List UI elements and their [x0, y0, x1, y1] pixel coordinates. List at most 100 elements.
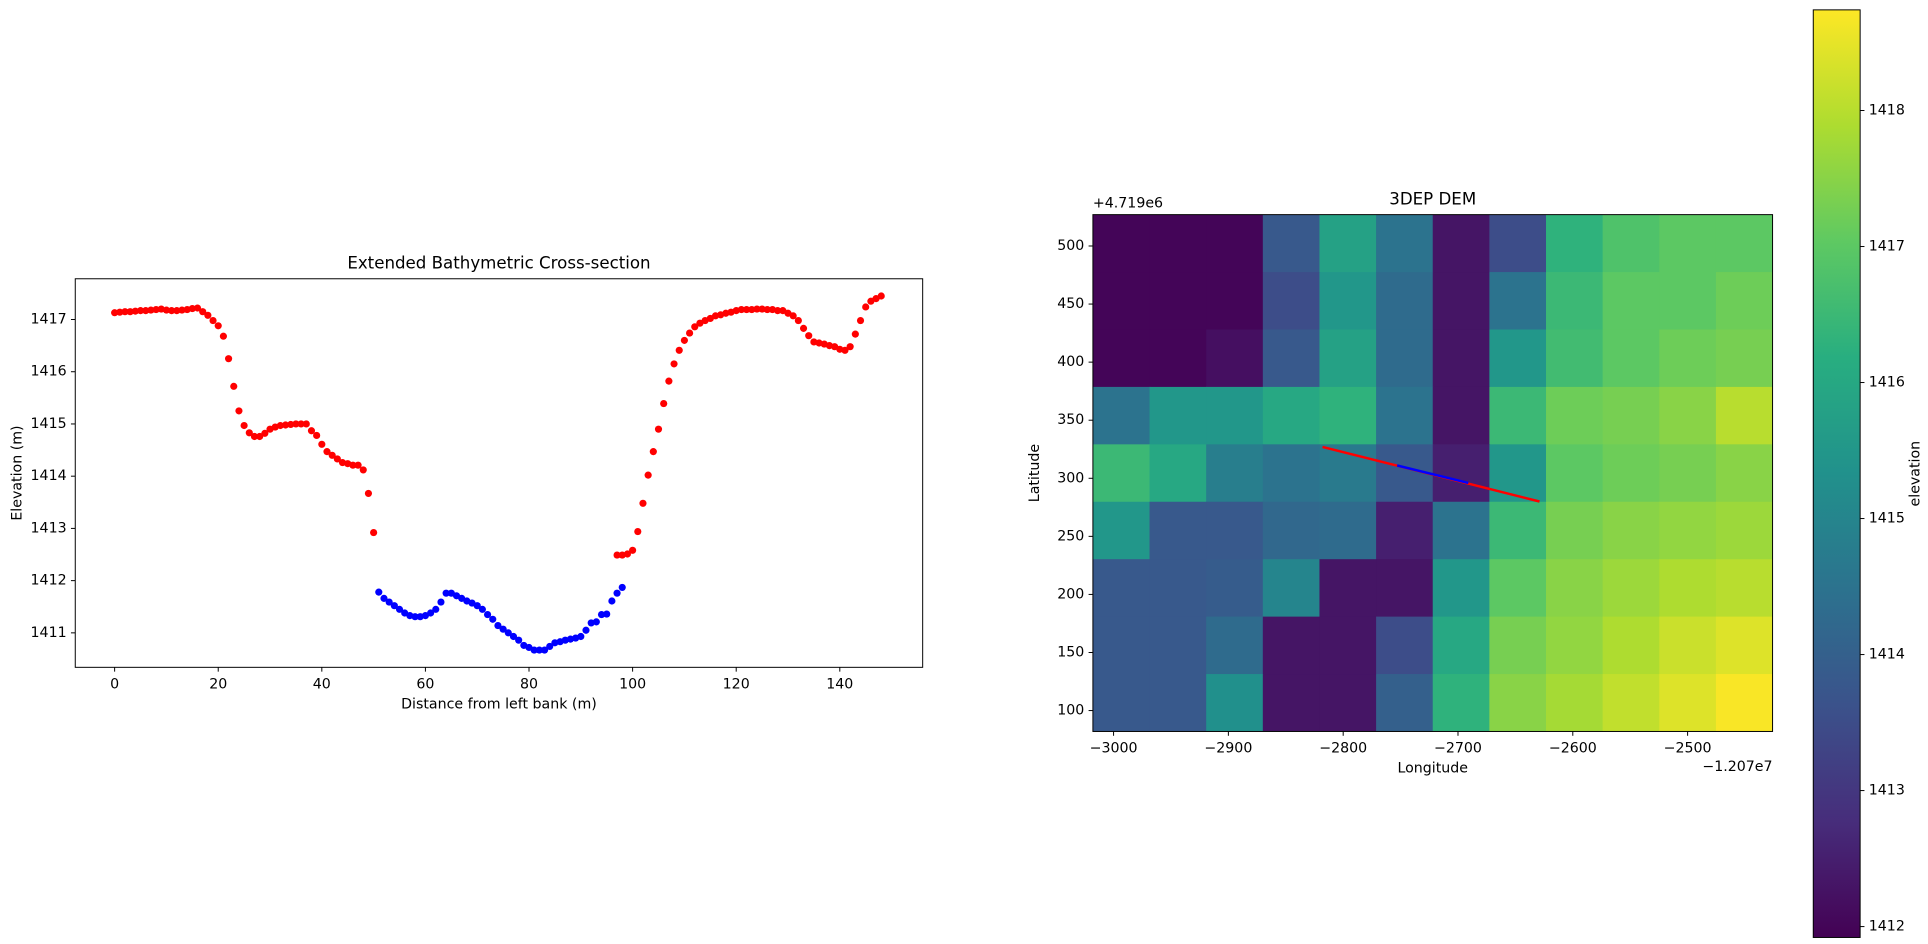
data-point: [618, 583, 626, 591]
heatmap-cell: [1659, 272, 1717, 331]
heatmap-cell: [1546, 386, 1604, 446]
heatmap-cell: [1149, 559, 1207, 618]
heatmap-cell: [1602, 501, 1661, 560]
data-point: [230, 382, 238, 390]
data-point: [489, 615, 497, 623]
x-tick-label: 120: [723, 677, 750, 693]
heatmap-cell: [1546, 272, 1604, 331]
x-tick-label: −2500: [1664, 741, 1712, 757]
heatmap-cell: [1092, 616, 1151, 675]
colorbar-tick-label: 1416: [1869, 375, 1905, 391]
data-point: [774, 307, 782, 315]
data-point: [644, 471, 652, 479]
data-point: [748, 306, 756, 314]
data-point: [597, 611, 606, 619]
heatmap-cell: [1376, 214, 1434, 273]
data-point: [841, 346, 849, 354]
heatmap-cell: [1659, 444, 1717, 503]
data-point: [608, 597, 616, 605]
data-point: [354, 461, 362, 469]
y-tick-label: 1412: [31, 573, 67, 589]
heatmap-cell: [1319, 501, 1377, 560]
data-point: [111, 309, 119, 317]
data-point: [675, 346, 683, 354]
heatmap-cell: [1546, 674, 1604, 732]
data-point: [307, 427, 316, 435]
heatmap-cell: [1092, 501, 1151, 560]
x-tick-label: 140: [826, 677, 853, 693]
data-point: [737, 306, 745, 314]
data-point: [297, 420, 305, 428]
heatmap-cell: [1319, 616, 1377, 675]
heatmap-cell: [1432, 501, 1491, 560]
heatmap-cell: [1092, 329, 1151, 388]
data-point: [193, 304, 202, 312]
heatmap-cell: [1489, 559, 1547, 618]
x-tick-label: 20: [209, 677, 227, 693]
heatmap-cell: [1715, 329, 1773, 388]
data-point: [856, 316, 865, 325]
heatmap-cell: [1092, 272, 1151, 331]
colorbar: [1813, 9, 1861, 938]
data-point: [680, 336, 688, 344]
data-point: [188, 304, 196, 313]
heatmap-cell: [1432, 214, 1491, 273]
heatmap-cell: [1602, 214, 1661, 273]
heatmap-cell: [1489, 272, 1547, 331]
heatmap-cell: [1432, 329, 1491, 388]
heatmap-cell: [1546, 501, 1604, 560]
y-tick-label: 150: [1057, 644, 1084, 660]
data-point: [613, 589, 621, 597]
data-point: [281, 421, 290, 429]
heatmap-cell: [1149, 272, 1207, 331]
heatmap-cell: [1432, 616, 1491, 675]
data-point: [763, 306, 771, 314]
colorbar-tick-label: 1412: [1869, 919, 1905, 935]
data-point: [665, 377, 673, 385]
y-offset-label: +4.719e6: [1093, 196, 1163, 212]
data-point: [245, 429, 253, 437]
heatmap-cell: [1602, 272, 1661, 331]
colorbar-tick-label: 1417: [1869, 239, 1905, 255]
data-point: [323, 448, 331, 456]
data-point: [411, 613, 419, 621]
heatmap-cell: [1489, 674, 1547, 732]
heatmap-cell: [1262, 214, 1321, 273]
data-point: [209, 316, 217, 325]
colorbar-tick-label: 1415: [1869, 511, 1905, 527]
heatmap-cell: [1489, 214, 1547, 273]
data-point: [686, 329, 694, 337]
heatmap-cell: [1715, 444, 1773, 503]
y-tick-label: 400: [1057, 354, 1084, 370]
data-point: [603, 610, 611, 618]
heatmap-cell: [1602, 559, 1661, 618]
data-point: [473, 602, 481, 610]
x-tick-label: −3000: [1090, 741, 1138, 757]
data-point: [629, 546, 637, 554]
heatmap-cell: [1319, 386, 1377, 446]
data-point: [152, 306, 160, 314]
data-point: [540, 646, 549, 654]
heatmap-cell: [1376, 501, 1434, 560]
y-tick-label: 1416: [31, 364, 67, 380]
data-point: [660, 400, 668, 408]
data-point: [789, 312, 797, 320]
x-offset-label: −1.207e7: [1702, 759, 1772, 775]
data-point: [380, 594, 388, 602]
data-point: [147, 306, 155, 314]
heatmap-cell: [1489, 501, 1547, 560]
data-point: [276, 421, 284, 430]
heatmap-cell: [1262, 674, 1321, 732]
data-point: [530, 646, 538, 654]
heatmap-cell: [1206, 386, 1264, 446]
data-point: [670, 360, 678, 368]
x-axis-label: Distance from left bank (m): [401, 696, 597, 712]
heatmap-cell: [1602, 329, 1661, 388]
cross-section-line: [1396, 464, 1469, 485]
x-tick-label: 100: [619, 677, 646, 693]
axes-frame: [1092, 214, 1774, 732]
x-tick-label: 80: [520, 677, 538, 693]
data-point: [385, 598, 393, 606]
y-tick-label: 1417: [31, 312, 67, 328]
heatmap-cell: [1376, 272, 1434, 331]
